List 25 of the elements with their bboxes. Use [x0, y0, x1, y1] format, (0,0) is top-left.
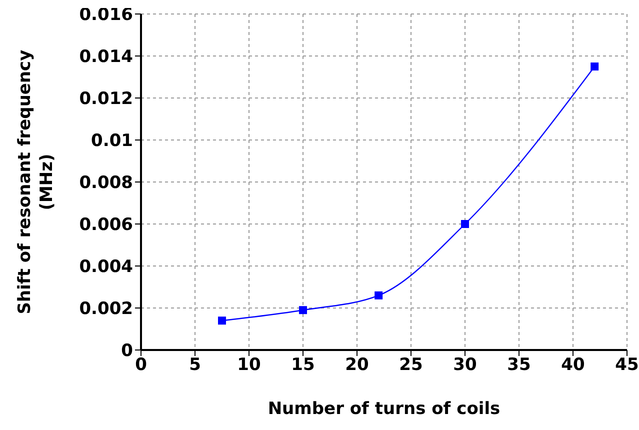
x-tick-label: 30 [453, 355, 477, 376]
x-tick-label: 0 [135, 355, 148, 376]
x-tick-label: 15 [291, 355, 315, 376]
y-tick-label: 0.012 [79, 89, 133, 110]
x-tick-label: 40 [561, 355, 585, 376]
x-tick-label: 10 [237, 355, 261, 376]
point [218, 316, 226, 325]
x-tick-label: 20 [345, 355, 369, 376]
x-tick-label: 25 [399, 355, 423, 376]
y-tick-label: 0.01 [91, 131, 133, 152]
y-tick-label: 0.002 [79, 299, 133, 320]
y-tick-label: 0.008 [79, 173, 133, 194]
x-tick-label: 5 [189, 355, 201, 376]
y-axis-title: Shift of resonant frequency (MHz) [15, 50, 57, 314]
y-tick-label: 0 [121, 341, 134, 362]
x-axis-title: Number of turns of coils [268, 399, 500, 419]
y-tick-label: 0.004 [79, 257, 134, 278]
point [590, 62, 599, 70]
x-tick-label: 45 [615, 355, 639, 376]
y-tick-label: 0.014 [79, 47, 134, 68]
point [299, 306, 307, 314]
x-tick-label: 35 [507, 355, 531, 376]
y-tick-label: 0.006 [79, 215, 133, 236]
point [374, 291, 383, 300]
point [461, 220, 469, 228]
